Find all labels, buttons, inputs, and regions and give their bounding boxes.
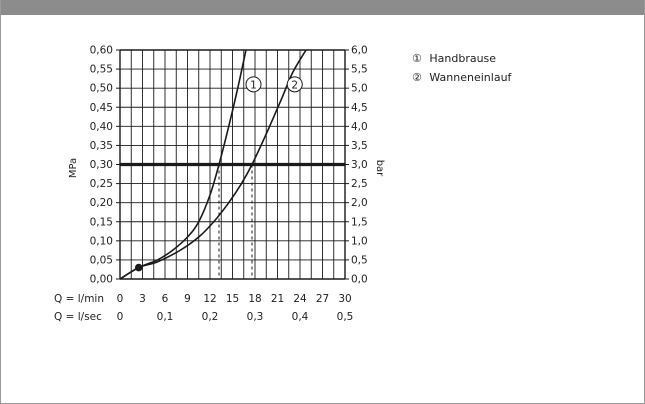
x-axis-label-lsec: Q = l/sec	[54, 311, 102, 323]
series-marker-circle-1	[245, 76, 262, 93]
legend-item-2: ② Wanneneinlauf	[412, 71, 513, 84]
x-tick-label-lsec: 0,4	[292, 311, 309, 323]
x-tick-label-lmin: 15	[226, 293, 239, 305]
legend-item-1: ① Handbrause	[412, 52, 496, 65]
y-tick-label-bar: 1,0	[351, 235, 368, 247]
x-tick-label-lmin: 27	[316, 293, 329, 305]
y-tick-label-mpa: 0,25	[90, 178, 113, 190]
x-tick-label-lmin: 21	[271, 293, 284, 305]
series-line-2	[119, 49, 307, 280]
y-tick-label-mpa: 0,35	[90, 140, 113, 152]
y-tick-label-bar: 2,5	[351, 178, 368, 190]
y-tick-label-bar: 6,0	[351, 45, 368, 57]
y-tick-label-mpa: 0,60	[90, 45, 113, 57]
legend-label-1: Handbrause	[429, 52, 496, 65]
series-line-1	[119, 49, 247, 280]
start-point	[134, 263, 143, 272]
y-tick-label-mpa: 0,10	[90, 235, 113, 247]
y-tick-label-bar: 1,5	[351, 216, 368, 228]
x-axis-label-lmin: Q = l/min	[54, 293, 104, 305]
y-axis-label-bar: bar	[374, 160, 385, 177]
y-tick-label-bar: 4,5	[351, 102, 368, 114]
y-axis-label-mpa: MPa	[68, 158, 79, 178]
y-tick-label-bar: 3,5	[351, 140, 368, 152]
x-tick-label-lsec: 0,3	[247, 311, 264, 323]
y-tick-label-bar: 0,5	[351, 254, 368, 266]
y-tick-label-bar: 2,0	[351, 197, 368, 209]
x-tick-label-lmin: 0	[117, 293, 124, 305]
y-tick-label-mpa: 0,40	[90, 121, 113, 133]
x-tick-label-lmin: 9	[184, 293, 191, 305]
legend-label-2: Wanneneinlauf	[429, 71, 512, 84]
y-tick-label-mpa: 0,30	[90, 159, 113, 171]
y-tick-label-bar: 0,0	[351, 274, 368, 286]
y-tick-label-mpa: 0,20	[90, 197, 113, 209]
legend-marker-2: ②	[412, 71, 422, 84]
legend-marker-1: ①	[412, 52, 422, 65]
x-tick-label-lsec: 0	[117, 311, 124, 323]
y-tick-label-bar: 4,0	[351, 121, 368, 133]
series-marker-circle-2	[286, 76, 303, 93]
x-tick-label-lmin: 12	[203, 293, 216, 305]
x-tick-label-lmin: 3	[139, 293, 146, 305]
y-tick-label-mpa: 0,00	[90, 274, 113, 286]
x-tick-label-lsec: 0,2	[202, 311, 219, 323]
x-tick-label-lmin: 30	[338, 293, 351, 305]
y-tick-label-mpa: 0,05	[90, 254, 113, 266]
y-tick-label-bar: 5,0	[351, 83, 368, 95]
y-tick-label-mpa: 0,50	[90, 83, 113, 95]
y-tick-label-mpa: 0,45	[90, 102, 113, 114]
y-tick-label-mpa: 0,15	[90, 216, 113, 228]
x-tick-label-lmin: 18	[248, 293, 261, 305]
x-tick-label-lsec: 0,5	[337, 311, 354, 323]
header-bar	[0, 0, 645, 15]
y-tick-label-bar: 3,0	[351, 159, 368, 171]
y-tick-label-bar: 5,5	[351, 64, 368, 76]
y-tick-label-mpa: 0,55	[90, 64, 113, 76]
series-marker-label-2: 2	[291, 79, 298, 91]
x-tick-label-lmin: 6	[162, 293, 169, 305]
x-tick-label-lmin: 24	[293, 293, 307, 305]
tick-labels: 0,000,050,100,150,200,250,300,350,400,45…	[90, 45, 368, 324]
legend: ① Handbrause ② Wanneneinlauf	[412, 52, 513, 84]
series-marker-label-1: 1	[250, 79, 257, 91]
x-tick-label-lsec: 0,1	[157, 311, 174, 323]
